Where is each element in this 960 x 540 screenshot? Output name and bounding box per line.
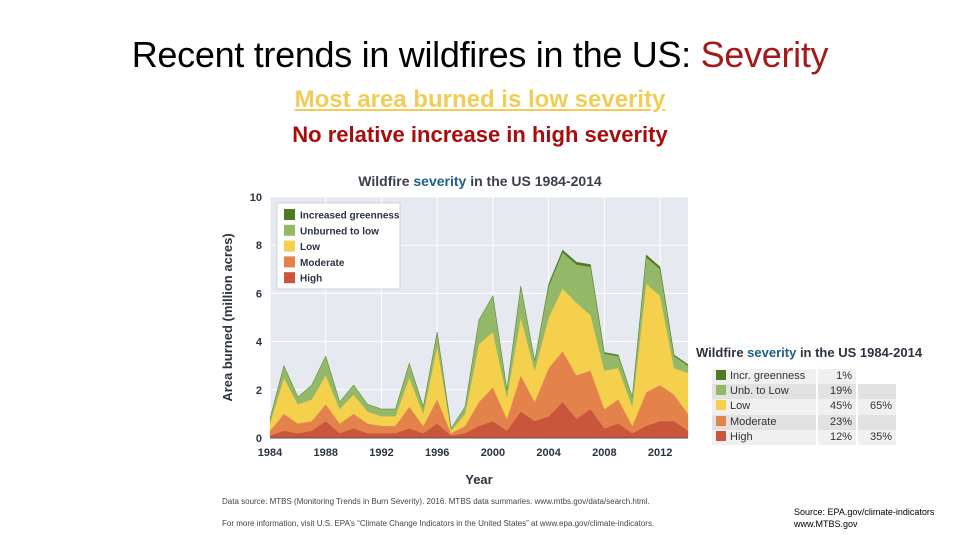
table-row: High 12% 35% (712, 429, 896, 445)
y-tick-label: 6 (256, 288, 262, 300)
row-percent: 12% (816, 429, 857, 445)
legend-swatch-increased-greenness (284, 209, 295, 220)
group-percent: 65% (856, 399, 896, 415)
x-tick-label: 1984 (258, 447, 283, 459)
area-increased-greenness (269, 249, 689, 429)
chart-title: Wildfire severity in the US 1984-2014 (270, 173, 690, 189)
swatch-low (716, 400, 726, 411)
row-percent: 19% (816, 384, 857, 400)
summary-table-title: Wildfire severity in the US 1984-2014 (696, 345, 922, 360)
legend-label-high: High (300, 274, 322, 285)
group-percent (856, 384, 896, 400)
x-tick-label: 1988 (313, 447, 337, 459)
legend-label-unburned-to-low: Unburned to low (300, 226, 379, 237)
row-label: High (730, 430, 753, 443)
table-row: Moderate 23% (712, 414, 896, 430)
x-tick-label: 1992 (369, 447, 393, 459)
table-cell-label: Incr. greenness (712, 369, 817, 385)
y-tick-label: 2 (256, 385, 262, 397)
x-tick-label: 2000 (481, 447, 505, 459)
table-row: Unb. to Low 19% (712, 384, 896, 400)
y-tick-label: 8 (256, 240, 262, 252)
legend-box (276, 202, 401, 290)
row-percent: 45% (816, 399, 857, 415)
row-percent: 23% (816, 414, 857, 430)
group-percent (856, 369, 896, 385)
data-source-note: Data source: MTBS (Monitoring Trends in … (222, 497, 650, 506)
summary-title-rest: in the US 1984-2014 (796, 345, 923, 360)
x-axis-title: Year (465, 472, 492, 487)
chart-title-accent: severity (413, 173, 467, 189)
x-tick-label: 1996 (425, 447, 449, 459)
legend-swatch-low (284, 240, 295, 252)
legend-label-moderate: Moderate (300, 258, 345, 269)
legend-swatch-unburned-to-low (284, 224, 295, 236)
swatch-moderate (716, 415, 726, 426)
x-tick-label: 2008 (592, 447, 616, 459)
chart-title-part: Wildfire (358, 173, 414, 189)
legend-swatch-moderate (284, 256, 295, 268)
summary-table: Incr. greenness 1% Unb. to Low 19% Low 4… (712, 369, 896, 445)
table-row: Incr. greenness 1% (712, 369, 896, 385)
slide-title-accent: Severity (700, 34, 829, 75)
x-tick-label: 2004 (536, 447, 561, 459)
table-cell-label: High (712, 429, 817, 445)
chart-title-rest: in the US 1984-2014 (466, 173, 602, 189)
y-axis-title: Area burned (million acres) (220, 233, 235, 401)
subtitle-low-severity: Most area burned is low severity (294, 86, 666, 113)
swatch-increased-greenness (716, 370, 726, 381)
y-tick-label: 0 (256, 433, 262, 445)
row-label: Unb. to Low (730, 385, 789, 398)
more-info-note: For more information, visit U.S. EPA’s “… (222, 519, 655, 528)
legend-label-low: Low (300, 242, 320, 253)
table-row: Low 45% 65% (712, 399, 896, 415)
row-label: Moderate (730, 415, 777, 428)
subtitle-high-severity: No relative increase in high severity (292, 122, 668, 147)
slide-title-main: Recent trends in wildfires in the US: (131, 34, 701, 75)
y-tick-label: 10 (250, 192, 262, 204)
row-label: Incr. greenness (730, 370, 806, 383)
y-tick-label: 4 (256, 337, 263, 349)
table-cell-label: Moderate (712, 414, 817, 430)
group-percent (856, 414, 896, 430)
row-percent: 1% (816, 369, 857, 385)
summary-title-accent: severity (747, 345, 797, 360)
legend-label-increased-greenness: Increased greenness (300, 211, 400, 222)
table-cell-label: Unb. to Low (712, 384, 817, 400)
x-tick-label: 2012 (648, 447, 672, 459)
summary-title-part: Wildfire (696, 345, 748, 360)
slide-title: Recent trends in wildfires in the US: Se… (0, 34, 960, 76)
row-label: Low (730, 400, 751, 413)
source-line-2: www.MTBS.gov (794, 519, 858, 529)
swatch-high (716, 430, 726, 441)
swatch-unburned-to-low (716, 385, 726, 396)
group-percent: 35% (856, 429, 896, 445)
source-line-1: Source: EPA.gov/climate-indicators (794, 507, 935, 517)
legend-swatch-high (284, 272, 295, 284)
table-cell-label: Low (712, 399, 817, 415)
